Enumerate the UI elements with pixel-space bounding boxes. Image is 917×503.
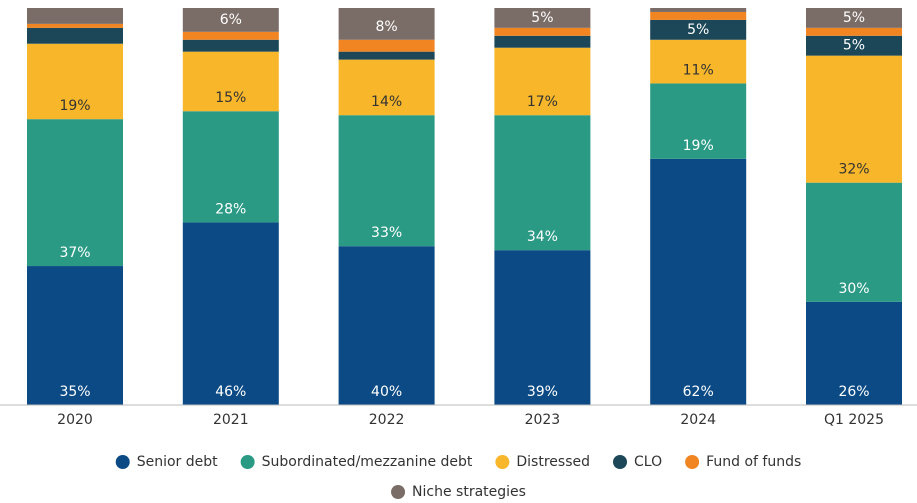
bar-segment: [650, 11, 747, 20]
value-label: 28%: [215, 201, 246, 217]
bar-segment: [494, 8, 591, 28]
value-label: 39%: [527, 384, 558, 400]
bar-segment: [494, 47, 591, 116]
x-tick-label: 2021: [213, 412, 249, 428]
legend-label: CLO: [634, 454, 662, 470]
legend-swatch: [685, 455, 700, 469]
value-label: 5%: [843, 38, 865, 54]
bar-segment: [650, 39, 747, 84]
value-label: 19%: [59, 98, 90, 114]
value-label: 46%: [215, 384, 246, 400]
bar-segment: [27, 266, 123, 405]
bar-segment: [806, 35, 902, 56]
bar-segment: [27, 23, 123, 28]
bar-segment: [338, 115, 435, 247]
value-label: 5%: [687, 22, 709, 38]
x-tick-label: 2024: [680, 412, 716, 428]
value-label: 26%: [838, 384, 869, 400]
bar-segment: [182, 31, 279, 40]
bar-segment: [338, 59, 435, 116]
legend-label: Fund of funds: [706, 454, 801, 470]
bar-segment: [182, 51, 279, 112]
bar-segment: [650, 8, 747, 12]
bar-segment: [182, 222, 279, 405]
bar-segment: [338, 51, 435, 60]
x-tick-label: Q1 2025: [824, 412, 884, 428]
value-label: 32%: [838, 162, 869, 178]
bar-segment: [27, 27, 123, 44]
bar-segment: [182, 8, 279, 32]
legend-swatch: [240, 455, 255, 469]
bar-segment: [338, 246, 435, 405]
bar-segment: [494, 27, 591, 36]
bar-segment: [27, 43, 123, 120]
value-label: 40%: [371, 384, 402, 400]
legend-swatch: [391, 485, 406, 499]
value-label: 8%: [375, 19, 397, 35]
bar-segment: [494, 250, 591, 405]
value-label: 11%: [683, 62, 714, 78]
value-label: 35%: [59, 384, 90, 400]
bar-segment: [806, 8, 902, 28]
bar-segment: [182, 39, 279, 52]
x-tick-label: 2022: [369, 412, 405, 428]
x-tick-label: 2023: [525, 412, 561, 428]
bar-segment: [182, 111, 279, 223]
bar-segment: [338, 39, 435, 52]
value-label: 33%: [371, 225, 402, 241]
value-label: 17%: [527, 94, 558, 110]
bar-segment: [494, 115, 591, 251]
bar-segment: [27, 8, 123, 24]
value-label: 62%: [683, 384, 714, 400]
value-label: 5%: [843, 10, 865, 26]
bar-segment: [338, 8, 435, 40]
value-label: 19%: [683, 138, 714, 154]
bar-segment: [650, 19, 747, 40]
bar-segment: [806, 27, 902, 36]
value-label: 30%: [838, 281, 869, 297]
value-label: 34%: [527, 229, 558, 245]
value-label: 15%: [215, 90, 246, 106]
legend-swatch: [613, 455, 628, 469]
value-label: 37%: [59, 245, 90, 261]
bar-segment: [494, 35, 591, 48]
x-tick-label: 2020: [57, 412, 93, 428]
bar-segment: [806, 301, 902, 405]
bar-segment: [650, 83, 747, 159]
bar-segment: [806, 182, 902, 302]
bar-segment: [27, 119, 123, 267]
bar-segment: [650, 158, 747, 405]
value-label: 5%: [531, 10, 553, 26]
legend-label: Senior debt: [137, 454, 218, 470]
legend-swatch: [115, 455, 130, 469]
value-label: 14%: [371, 94, 402, 110]
legend-label: Subordinated/mezzanine debt: [262, 454, 473, 470]
bar-segment: [806, 55, 902, 183]
legend-label: Distressed: [516, 454, 590, 470]
legend-label: Niche strategies: [412, 484, 526, 500]
legend-swatch: [495, 455, 510, 469]
value-label: 6%: [220, 12, 242, 28]
